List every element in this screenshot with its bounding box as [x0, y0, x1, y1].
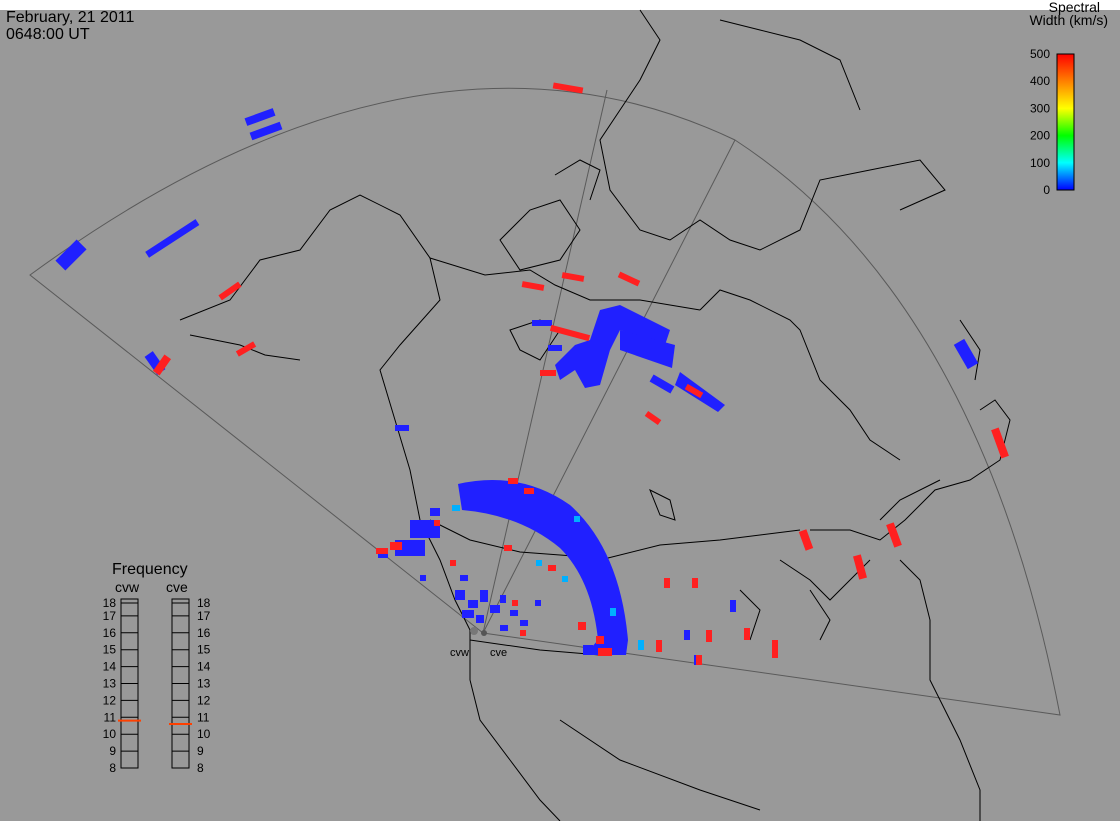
frequency-tick-label: 11: [197, 710, 210, 724]
frequency-tick-label: 18: [197, 596, 211, 610]
frequency-tick-label: 11: [104, 710, 117, 724]
frequency-tick-label: 16: [197, 626, 211, 640]
frequency-tick-label: 15: [103, 643, 117, 657]
colorbar-tick-label: 400: [1030, 74, 1050, 88]
radar-site-cvw: [470, 627, 478, 635]
scatter-main-arc: [458, 480, 628, 655]
frequency-tick-label: 8: [109, 761, 116, 775]
frequency-tick-label: 9: [197, 744, 204, 758]
colorbar-title-line2: Width (km/s): [1029, 12, 1108, 28]
coastlines: [179, 9, 1011, 821]
frequency-tick-label: 13: [103, 677, 117, 691]
time-label: 0648:00 UT: [6, 26, 90, 43]
frequency-title: Frequency: [112, 561, 188, 578]
colorbar-ticks: 500 400 300 200 100 0: [1030, 47, 1050, 197]
scatter-mid-width: [452, 505, 644, 650]
colorbar-tick-label: 200: [1030, 129, 1050, 143]
scatter-near-radar: [455, 575, 541, 631]
radar-site-cve: [481, 630, 487, 636]
colorbar-tick-label: 500: [1030, 47, 1050, 61]
radar-label-cvw: cvw: [450, 647, 469, 659]
frequency-tick-label: 17: [103, 609, 117, 623]
colorbar-tick-label: 300: [1030, 101, 1050, 115]
fov-beam-line: [482, 139, 736, 634]
frequency-tick-label: 8: [197, 761, 204, 775]
frequency-tick-label: 16: [103, 626, 117, 640]
frequency-tick-label: 15: [197, 643, 211, 657]
frequency-label-cve: cve: [166, 579, 188, 595]
colorbar-tick-label: 0: [1043, 183, 1050, 197]
frequency-tick-label: 10: [197, 727, 211, 741]
frequency-tick-label: 13: [197, 677, 211, 691]
scatter-high-width: [152, 82, 1009, 665]
fov-beam-line: [482, 89, 608, 634]
frequency-tick-label: 9: [109, 744, 116, 758]
frequency-label-cvw: cvw: [115, 579, 140, 595]
frequency-tick-label: 14: [103, 660, 117, 674]
frequency-tick-label: 14: [197, 660, 211, 674]
frequency-tick-label: 12: [197, 693, 211, 707]
frequency-tick-label: 10: [103, 727, 117, 741]
frequency-tick-label: 12: [103, 693, 117, 707]
colorbar-gradient: [1056, 53, 1075, 191]
colorbar-title-line1: Spectral: [1048, 0, 1100, 15]
frequency-tick-label: 18: [103, 596, 117, 610]
radar-label-cve: cve: [490, 647, 508, 659]
fov-outline: [29, 87, 1061, 716]
colorbar-tick-label: 100: [1030, 156, 1050, 170]
scatter-north: [55, 108, 979, 665]
frequency-tick-label: 17: [197, 609, 211, 623]
date-label: February, 21 2011: [6, 9, 135, 26]
